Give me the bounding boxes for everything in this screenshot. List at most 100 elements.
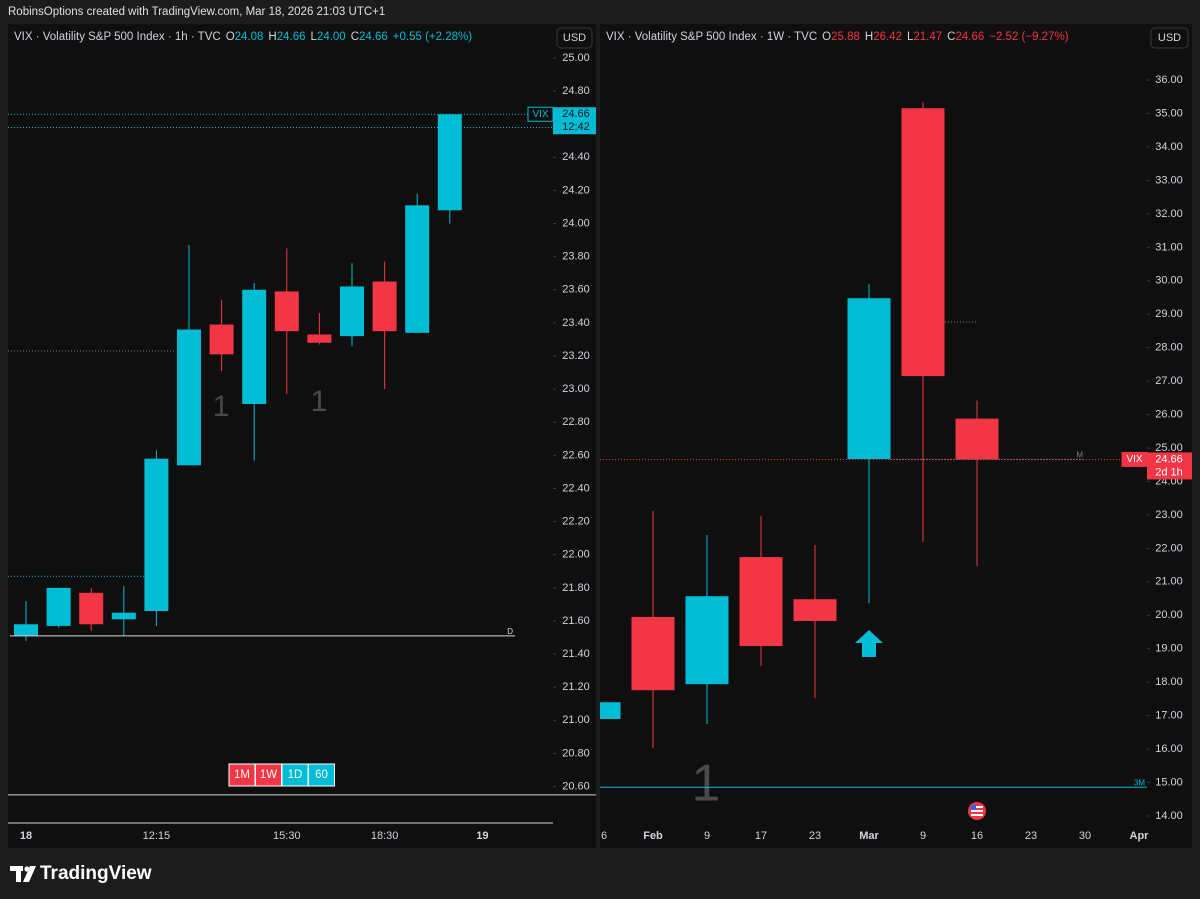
header-text: RobinsOptions created with TradingView.c… — [8, 6, 385, 18]
candle-body — [631, 616, 675, 691]
y-tick-label: 25.00 — [1155, 442, 1183, 454]
y-tick-label: 24.40 — [562, 151, 590, 163]
y-tick-label: 23.80 — [562, 251, 590, 263]
price-tag-countdown: 2d 1h — [1155, 466, 1183, 478]
candle-body — [209, 324, 234, 355]
candle-body — [739, 557, 783, 647]
y-tick-label: 21.60 — [562, 615, 590, 627]
y-tick-label: 15.00 — [1155, 776, 1183, 788]
x-tick-label: 16 — [971, 830, 983, 842]
candle-body — [79, 592, 104, 625]
currency-label: USD — [1158, 32, 1181, 44]
y-tick-label: 23.00 — [1155, 509, 1183, 521]
flag-stripe — [971, 810, 983, 812]
y-tick-label: 21.00 — [562, 714, 590, 726]
y-tick-label: 32.00 — [1155, 208, 1183, 220]
flag-stripe — [971, 806, 983, 808]
x-tick-label: 18 — [20, 830, 32, 842]
legend-value: 24.66 — [955, 31, 984, 43]
interval-button[interactable] — [308, 763, 335, 787]
y-tick-label: 20.00 — [1155, 609, 1183, 621]
y-tick-label: 24.80 — [562, 85, 590, 97]
x-tick-label: 9 — [704, 830, 710, 842]
legend-change: −2.52 (−9.27%) — [989, 31, 1068, 43]
legend-title: VIX · Volatility S&P 500 Index · 1h · TV… — [14, 31, 221, 43]
left-pane — [8, 24, 596, 848]
y-tick-label: 35.00 — [1155, 107, 1183, 119]
legend: VIX · Volatility S&P 500 Index · 1h · TV… — [14, 31, 472, 43]
y-tick-label: 22.20 — [562, 516, 590, 528]
y-tick-label: 21.20 — [562, 681, 590, 693]
y-tick-label: 26.00 — [1155, 409, 1183, 421]
y-tick-label: 23.40 — [562, 317, 590, 329]
candle-body — [793, 599, 837, 621]
symbol-tag-label: VIX — [532, 109, 548, 120]
y-tick-label: 23.60 — [562, 284, 590, 296]
y-tick-label: 21.00 — [1155, 576, 1183, 588]
y-tick-label: 29.00 — [1155, 308, 1183, 320]
x-tick-label: 17 — [755, 830, 767, 842]
watermark: 1 — [213, 390, 230, 423]
x-tick-label: 19 — [476, 830, 488, 842]
candle-body — [685, 596, 729, 685]
x-tick-label: 15:30 — [273, 830, 301, 842]
price-line-label: M — [1076, 451, 1083, 460]
plot-area: 1 — [600, 102, 999, 813]
y-tick-label: 22.00 — [562, 549, 590, 561]
legend-value: 24.66 — [277, 31, 306, 43]
y-tick-label: 31.00 — [1155, 241, 1183, 253]
price-line-label: D — [507, 627, 513, 636]
y-tick-label: 23.00 — [562, 383, 590, 395]
interval-label: 1M — [234, 769, 250, 781]
y-tick-label: 22.80 — [562, 416, 590, 428]
flag-canton — [971, 805, 976, 810]
legend-value: 21.47 — [913, 31, 942, 43]
arrow-icon — [855, 630, 883, 657]
candle-body — [955, 418, 999, 460]
y-tick-label: 18.00 — [1155, 676, 1183, 688]
watermark: 1 — [311, 385, 328, 418]
y-tick-label: 22.00 — [1155, 542, 1183, 554]
interval-label: 1W — [260, 769, 277, 781]
legend-value: 24.66 — [359, 31, 388, 43]
candle-body — [405, 205, 430, 333]
y-tick-label: 19.00 — [1155, 643, 1183, 655]
price-line-label: 3M — [1134, 778, 1145, 787]
y-tick-label: 17.00 — [1155, 710, 1183, 722]
x-tick-label: 9 — [920, 830, 926, 842]
symbol-tag-label: VIX — [1126, 454, 1142, 465]
legend: VIX · Volatility S&P 500 Index · 1W · TV… — [606, 31, 1069, 43]
candle-body — [177, 329, 201, 466]
flag-stripe — [971, 814, 983, 816]
watermark: 1 — [692, 755, 721, 813]
currency-button[interactable] — [1150, 27, 1189, 49]
y-tick-label: 28.00 — [1155, 342, 1183, 354]
y-tick-label: 25.00 — [562, 52, 590, 64]
y-tick-label: 20.80 — [562, 747, 590, 759]
currency-label: USD — [563, 32, 586, 44]
price-tag — [1147, 452, 1192, 480]
footer-logo: TradingView — [40, 863, 152, 884]
candle-body — [307, 334, 332, 343]
candle-body — [437, 114, 462, 211]
price-tag — [553, 107, 596, 135]
x-tick-label: 23 — [1025, 830, 1037, 842]
legend-change: +0.55 (+2.28%) — [393, 31, 472, 43]
currency-button[interactable] — [556, 27, 593, 49]
legend-key: H — [865, 31, 873, 43]
y-tick-label: 21.40 — [562, 648, 590, 660]
candle-body — [274, 291, 299, 332]
price-tag-value: 24.66 — [1155, 453, 1183, 465]
interval-label: 60 — [315, 769, 328, 781]
candle-body — [144, 458, 169, 612]
candle-body — [242, 289, 267, 405]
y-tick-label: 30.00 — [1155, 275, 1183, 287]
y-tick-label: 24.20 — [562, 184, 590, 196]
legend-value: 24.08 — [235, 31, 264, 43]
price-tag-value: 24.66 — [562, 108, 590, 120]
legend-key: O — [822, 31, 831, 43]
y-tick-label: 27.00 — [1155, 375, 1183, 387]
x-tick-label: Apr — [1130, 830, 1150, 842]
